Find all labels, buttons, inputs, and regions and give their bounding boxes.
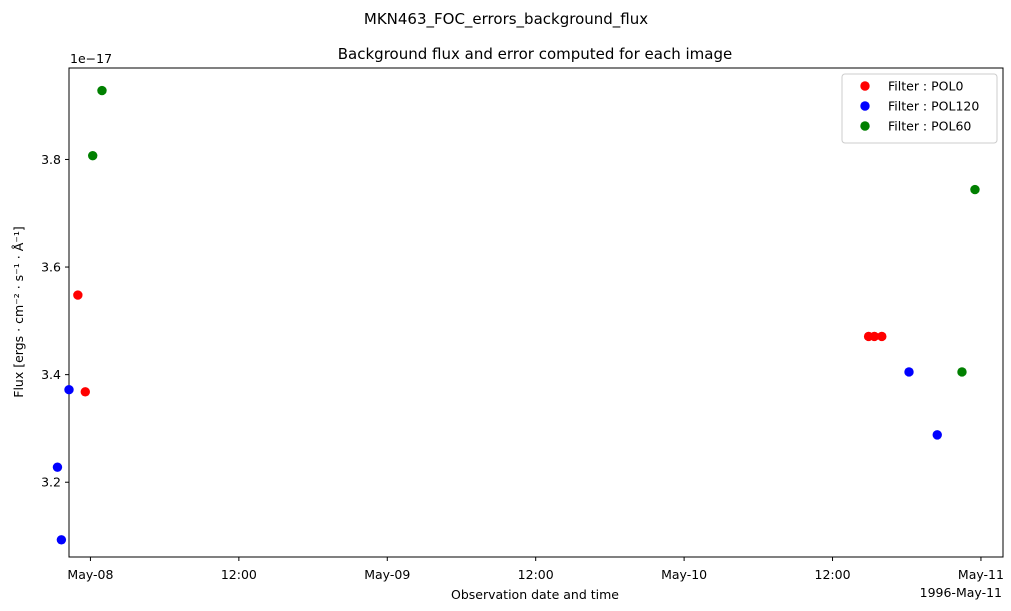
legend-label: Filter : POL60 (888, 119, 971, 134)
y-axis: 3.2 3.4 3.6 3.8 (41, 152, 69, 490)
legend: Filter : POL0 Filter : POL120 Filter : POL… (841, 73, 998, 144)
data-point (877, 331, 887, 342)
x-tick-label: 12:00 (815, 567, 851, 582)
data-point (970, 184, 980, 195)
y-offset-label: 1e−17 (70, 51, 112, 66)
x-axis-label: Observation date and time (451, 587, 619, 602)
legend-frame (841, 73, 998, 144)
data-point (64, 384, 74, 395)
data-point (80, 387, 90, 397)
data-point (73, 290, 83, 300)
data-point (88, 150, 98, 161)
data-points (52, 85, 980, 545)
figure-suptitle: MKN463_FOC_errors_background_flux (364, 10, 648, 29)
y-tick-label: 3.2 (41, 475, 61, 490)
y-tick-label: 3.4 (41, 367, 61, 382)
x-tick-label: 12:00 (518, 567, 554, 582)
x-tick-label: 12:00 (221, 567, 257, 582)
legend-marker (860, 101, 870, 111)
legend-marker (860, 121, 870, 131)
legend-label: Filter : POL0 (888, 79, 963, 94)
y-tick-label: 3.8 (41, 152, 61, 167)
data-point (957, 367, 967, 377)
data-point (863, 331, 874, 342)
y-tick-label: 3.6 (41, 260, 61, 275)
x-tick-label: May-09 (364, 567, 410, 582)
data-point (932, 430, 942, 440)
legend-marker (860, 81, 870, 91)
x-corner-label: 1996-May-11 (920, 585, 1002, 600)
data-point (97, 85, 107, 96)
data-point (52, 462, 63, 472)
x-tick-label: May-10 (661, 567, 707, 582)
y-axis-label: Flux [ergs · cm⁻² · s⁻¹ · Å⁻¹] (11, 226, 26, 397)
data-point (904, 367, 914, 377)
x-tick-label: May-08 (67, 567, 113, 582)
x-axis: May-08 12:00 May-09 12:00 May-10 12:00 May-11 (67, 557, 1004, 582)
x-tick-label: May-11 (958, 567, 1004, 582)
data-point (56, 535, 67, 545)
chart-title: Background flux and error computed for e… (338, 45, 732, 63)
legend-label: Filter : POL120 (888, 99, 979, 114)
